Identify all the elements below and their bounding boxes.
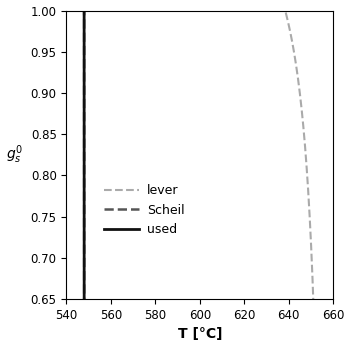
X-axis label: T [°C]: T [°C] <box>177 328 222 341</box>
lever <box>111 8 115 12</box>
lever <box>297 86 301 91</box>
lever <box>64 8 69 12</box>
used <box>64 8 69 12</box>
Y-axis label: $g_s^0$: $g_s^0$ <box>6 144 22 166</box>
lever <box>167 8 171 12</box>
lever <box>178 8 182 12</box>
Line: Scheil: Scheil <box>66 10 333 347</box>
Line: lever: lever <box>66 10 333 347</box>
Line: used: used <box>66 10 333 347</box>
lever <box>95 8 99 12</box>
Scheil <box>64 8 69 12</box>
Legend: lever, Scheil, used: lever, Scheil, used <box>99 179 189 241</box>
